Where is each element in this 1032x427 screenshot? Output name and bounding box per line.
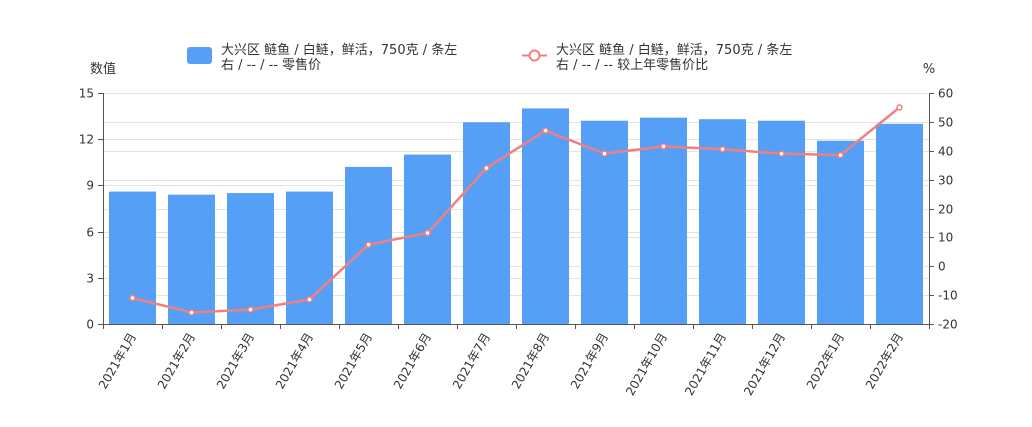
grid-lines: [103, 93, 929, 325]
y-right-tick-label: 30: [938, 174, 953, 188]
bar[interactable]: [227, 193, 274, 324]
y-right-tick-label: 50: [938, 116, 953, 130]
line-point[interactable]: [837, 151, 844, 159]
bar[interactable]: [640, 117, 687, 324]
x-tick-label: 2021年6月: [391, 331, 434, 392]
line-point[interactable]: [719, 146, 726, 153]
x-tick-label: 2021年7月: [450, 331, 493, 392]
x-tick-label: 2021年4月: [273, 331, 316, 392]
y-right-tick-label: 20: [938, 203, 953, 217]
x-tick-label: 2021年9月: [568, 331, 611, 392]
y-left-tick-label: 0: [86, 318, 94, 332]
x-tick-label: 2021年10月: [623, 331, 670, 398]
bar[interactable]: [522, 108, 569, 325]
line-point[interactable]: [542, 127, 549, 134]
x-tick-label: 2022年1月: [804, 331, 847, 392]
legend-item-line[interactable]: 大兴区 鲢鱼 / 白鲢，鲜活，750克 / 条左 右 / -- / -- 较上年…: [522, 42, 792, 73]
line-point[interactable]: [247, 306, 254, 313]
x-tick-label: 2021年3月: [214, 331, 257, 392]
legend-bar-label-line2: 右 / -- / -- 零售价: [221, 57, 321, 73]
bar[interactable]: [286, 191, 333, 324]
y-left-tick-label: 9: [86, 179, 94, 193]
line-point[interactable]: [129, 294, 136, 302]
x-tick-label: 2021年5月: [332, 331, 375, 392]
legend-line-label-line2: 右 / -- / -- 较上年零售价比: [556, 57, 708, 73]
bar-series: [109, 108, 923, 325]
legend-line-marker: [528, 49, 541, 62]
x-tick-label: 2021年1月: [96, 331, 139, 392]
x-tick-label: 2021年2月: [155, 331, 198, 392]
y-right-tick-label: 60: [938, 87, 953, 101]
x-tick-label: 2021年8月: [509, 331, 552, 392]
bar[interactable]: [876, 123, 923, 324]
y-left-tick-label: 15: [79, 87, 94, 101]
line-point[interactable]: [601, 150, 608, 157]
legend-bar-label-line1: 大兴区 鲢鱼 / 白鲢，鲜活，750克 / 条左: [221, 42, 457, 58]
y-right-tick-label: 40: [938, 145, 953, 159]
line-point[interactable]: [365, 241, 372, 248]
y-left-tick-label: 12: [79, 133, 94, 147]
y-right-tick-label: 0: [938, 260, 946, 274]
bar[interactable]: [699, 119, 746, 325]
bar[interactable]: [109, 191, 156, 324]
line-point[interactable]: [778, 150, 785, 157]
x-tick-label: 2021年11月: [682, 331, 729, 398]
bar[interactable]: [463, 122, 510, 324]
bar[interactable]: [404, 154, 451, 324]
legend: 大兴区 鲢鱼 / 白鲢，鲜活，750克 / 条左 右 / -- / -- 零售价…: [187, 42, 792, 73]
line-point[interactable]: [306, 296, 313, 303]
line-point[interactable]: [483, 164, 490, 172]
y-right-tick-label: 10: [938, 231, 953, 245]
line-point[interactable]: [896, 104, 903, 111]
legend-line-label-line1: 大兴区 鲢鱼 / 白鲢，鲜活，750克 / 条左: [556, 42, 792, 58]
legend-bar-swatch: [187, 47, 212, 64]
x-tick-label: 2022年2月: [863, 331, 906, 392]
y-right-tick-label: -20: [938, 318, 958, 332]
y-left-tick-label: 6: [86, 226, 94, 240]
line-point[interactable]: [660, 143, 667, 150]
y-right-axis-label: %: [923, 62, 935, 77]
y-left-tick-label: 3: [86, 272, 94, 286]
line-point[interactable]: [188, 309, 195, 316]
series-line: [132, 106, 901, 314]
line-series: [129, 104, 903, 316]
y-left-axis-label: 数值: [90, 61, 116, 77]
legend-item-bar[interactable]: 大兴区 鲢鱼 / 白鲢，鲜活，750克 / 条左 右 / -- / -- 零售价: [187, 42, 457, 73]
bar[interactable]: [817, 140, 864, 324]
x-tick-label: 2021年12月: [741, 331, 788, 398]
y-right-tick-label: -10: [938, 289, 958, 303]
bar[interactable]: [168, 194, 215, 324]
line-point[interactable]: [424, 229, 431, 237]
